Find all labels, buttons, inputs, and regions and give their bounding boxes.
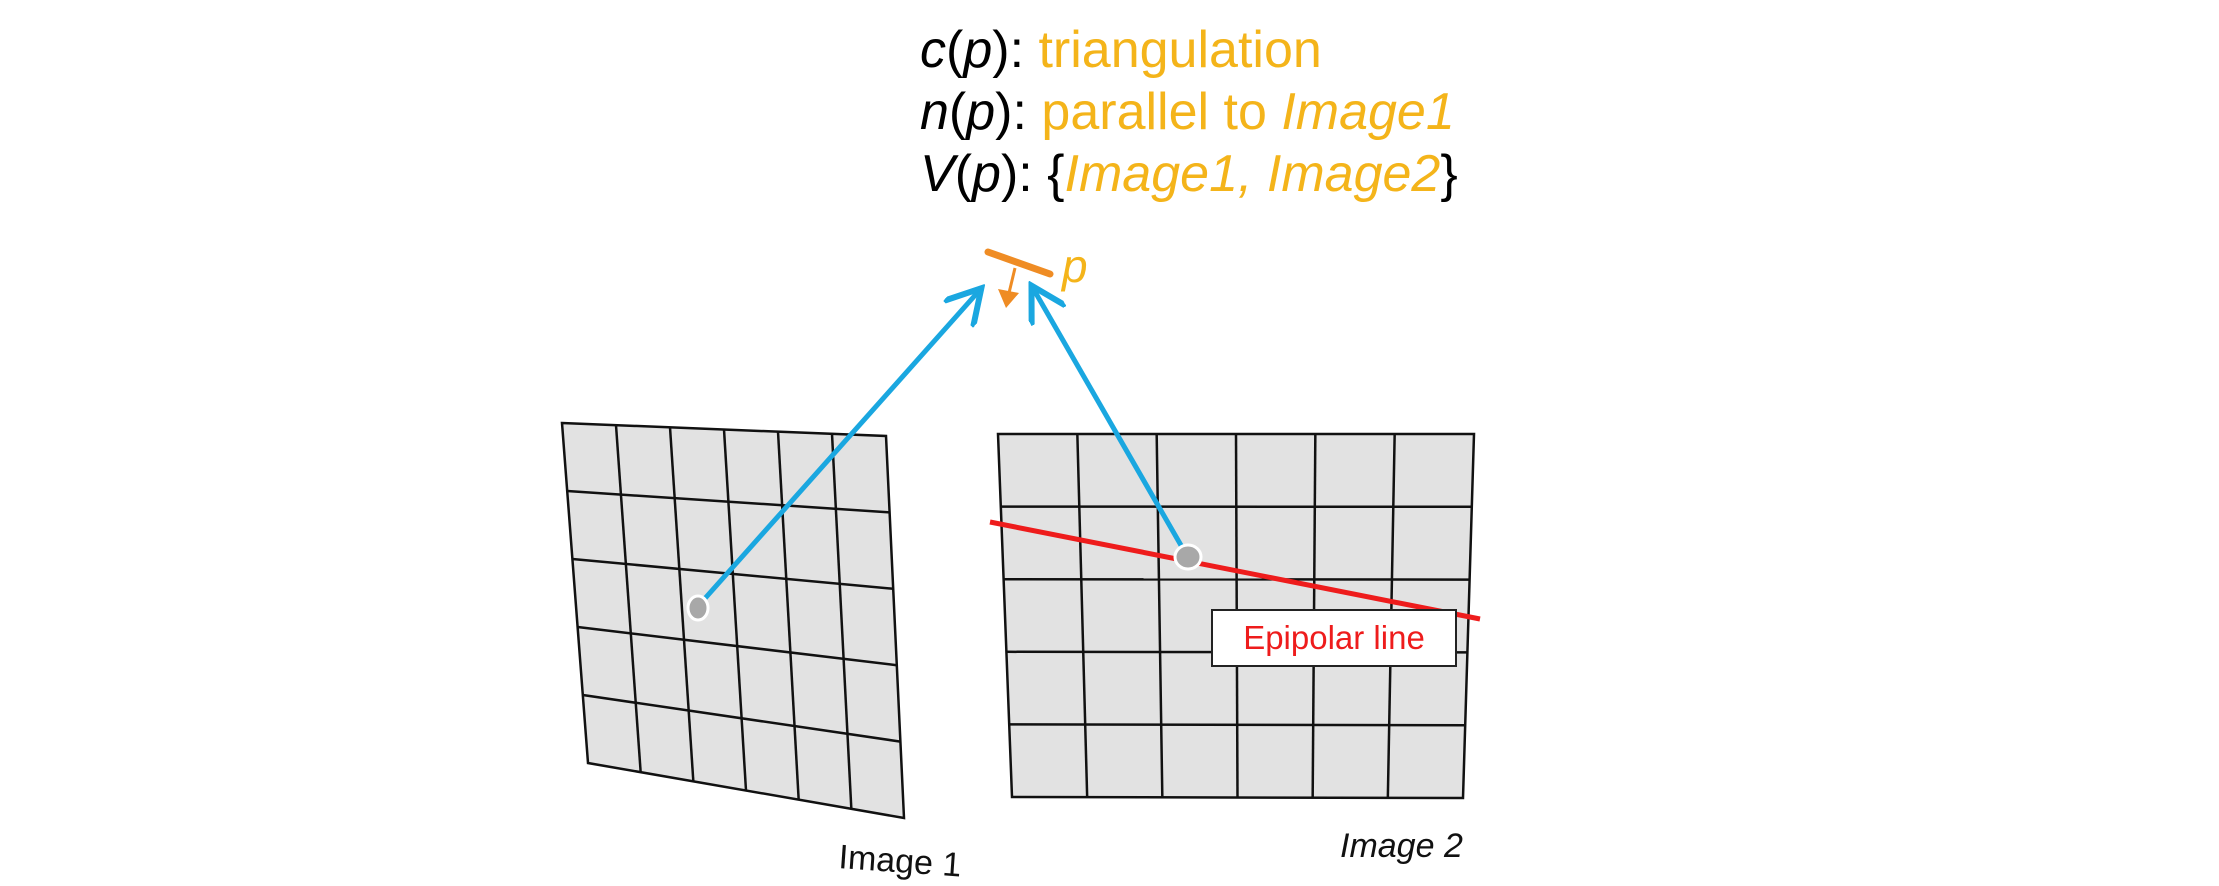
function-name: n xyxy=(920,83,949,141)
function-name: V xyxy=(920,145,955,203)
header-value: triangulation xyxy=(1038,21,1322,79)
epipolar-label-frame xyxy=(1211,609,1457,667)
image1-grid-line xyxy=(614,425,642,773)
image1-grid-line xyxy=(776,431,800,800)
image1-grid-line xyxy=(722,429,748,791)
image1-grid-line xyxy=(572,557,894,591)
header-line-normal: n(p): parallel to Image1 xyxy=(920,82,1455,142)
paren-close: ) xyxy=(1000,145,1019,203)
patch-label: p xyxy=(1060,240,1088,292)
header-value-italic: Image1, Image2 xyxy=(1064,145,1441,203)
paren-close: ) xyxy=(992,21,1010,79)
epipolar-label-box: Epipolar line xyxy=(1211,609,1457,667)
epipolar-label: Epipolar line xyxy=(1243,619,1425,656)
feature-point-image2 xyxy=(1173,543,1203,571)
image2-grid-line xyxy=(1076,433,1089,798)
paren-open: ( xyxy=(946,21,964,79)
brace-close: } xyxy=(1440,145,1458,203)
header-line-visibility: V(p): {Image1, Image2} xyxy=(920,144,1458,204)
brace-open: { xyxy=(1047,145,1065,203)
ray-image2 xyxy=(1034,290,1189,556)
image1-frame xyxy=(560,421,906,820)
epipolar-line xyxy=(989,519,1481,622)
normal-shaft xyxy=(1007,267,1017,294)
feature-point-image1 xyxy=(686,594,710,622)
image1-grid-line xyxy=(567,489,890,514)
arrow-down-icon xyxy=(998,289,1019,308)
image1-label: Image 1 xyxy=(837,838,962,884)
image2-grid-line xyxy=(1009,723,1466,727)
separator: : xyxy=(1018,145,1048,203)
paren-open: ( xyxy=(954,145,973,203)
patch-p xyxy=(984,248,1054,278)
separator: : xyxy=(1009,21,1039,79)
header-value-italic: Image1 xyxy=(1281,83,1455,141)
function-name: c xyxy=(920,21,946,79)
separator: : xyxy=(1012,83,1042,141)
header-value: parallel to xyxy=(1041,83,1282,141)
paren-close: ) xyxy=(995,83,1013,141)
image1-grid-line xyxy=(830,433,853,809)
image1-grid xyxy=(560,421,906,820)
paren-open: ( xyxy=(948,83,967,141)
header-line-position: c(p): triangulation xyxy=(920,20,1322,80)
image1-grid-line xyxy=(577,625,897,667)
image2-label: Image 2 xyxy=(1340,827,1463,865)
ray-image1 xyxy=(698,292,978,606)
function-arg: p xyxy=(963,21,993,79)
function-arg: p xyxy=(972,145,1001,203)
image1-grid-line xyxy=(668,427,695,782)
function-arg: p xyxy=(966,83,996,141)
image1-grid-line xyxy=(582,693,901,743)
image2-grid-line xyxy=(1155,433,1164,798)
